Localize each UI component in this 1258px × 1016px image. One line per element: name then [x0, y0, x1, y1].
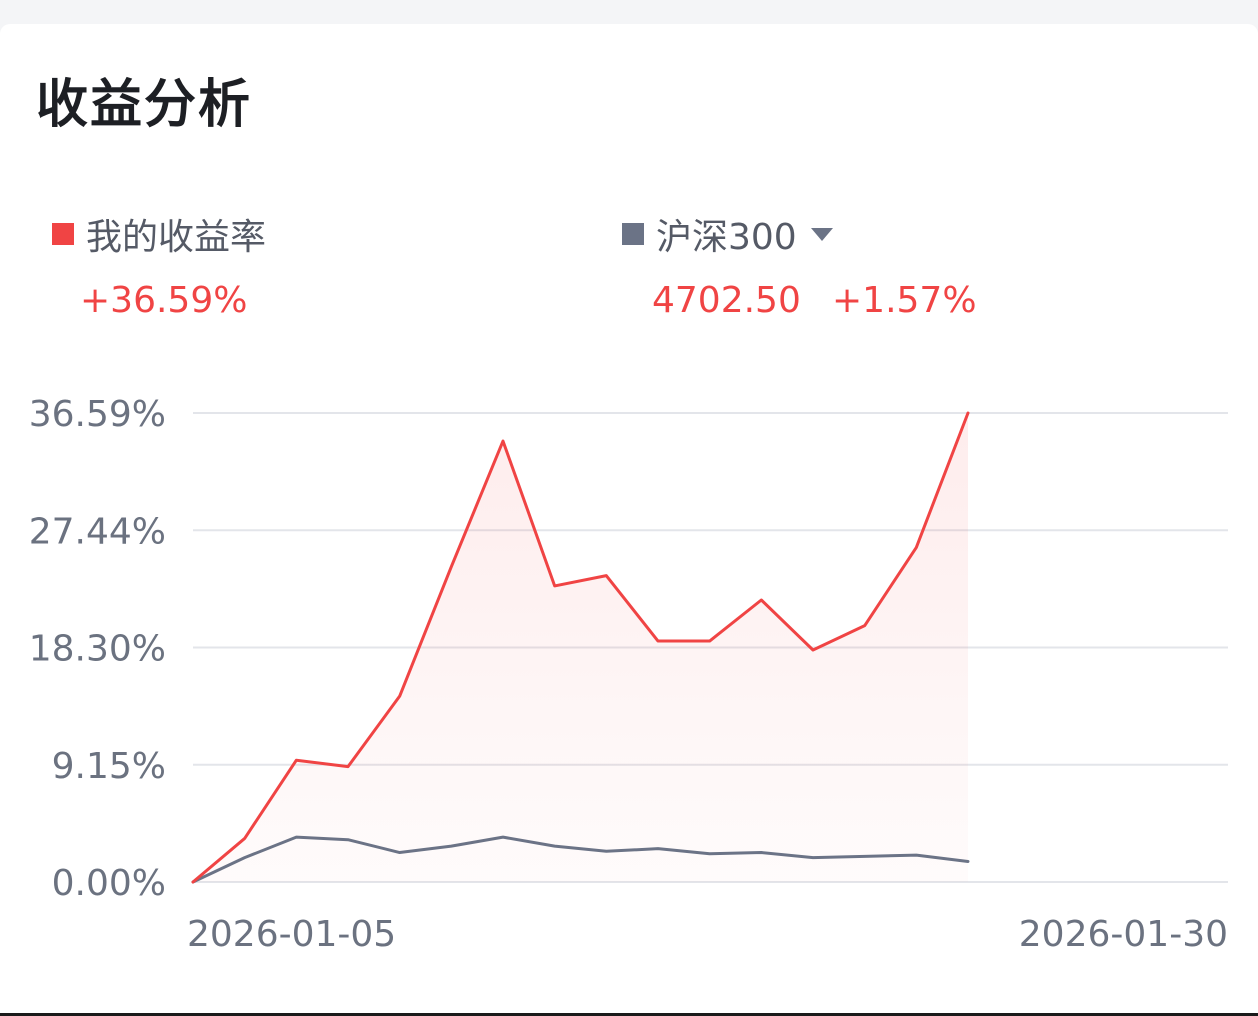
page-title: 收益分析	[36, 75, 253, 135]
chevron-down-icon[interactable]	[810, 227, 833, 241]
y-tick-label: 9.15%	[52, 746, 166, 787]
y-tick-label: 27.44%	[29, 511, 166, 552]
y-tick-label: 36.59%	[29, 394, 166, 435]
legend-swatch-red	[52, 223, 74, 245]
legend-label-my-return: 我的收益率	[86, 217, 267, 258]
y-tick-label: 18.30%	[29, 629, 166, 670]
benchmark-index-value: 4702.50	[652, 280, 801, 321]
x-tick-label-start: 2026-01-05	[187, 914, 396, 955]
bottom-divider	[0, 1013, 1258, 1016]
area-fill-my-return	[193, 413, 968, 882]
benchmark-selector[interactable]: 沪深300	[622, 208, 833, 260]
series-line-my-return	[191, 411, 970, 884]
legend-swatch-gray	[622, 223, 644, 245]
legend-label-benchmark: 沪深300	[656, 217, 797, 258]
legend-my-return[interactable]: 我的收益率	[52, 208, 266, 260]
y-tick-label: 0.00%	[52, 863, 166, 904]
benchmark-change-value: +1.57%	[832, 280, 977, 321]
x-tick-label-end: 2026-01-30	[1019, 914, 1228, 955]
series-line-benchmark	[191, 835, 970, 884]
my-return-value: +36.59%	[80, 280, 248, 321]
